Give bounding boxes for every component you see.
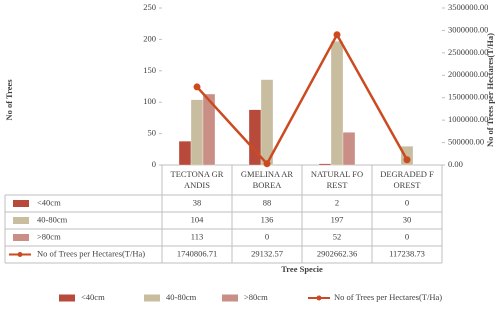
category-cell: DEGRADED FOREST [380,169,434,190]
bar [202,93,216,166]
category-cell: NATURAL FOREST [310,169,364,190]
y2-tick-label: 3500000.00 [448,2,488,12]
table-cell: 2902662.36 [317,248,357,258]
category-cell: TECTONA GRANDIS [170,169,224,190]
table-cell: 197 [331,214,344,224]
bar [260,79,274,166]
table-cell: 117238.73 [389,248,425,258]
legend-key [316,295,322,301]
bar [178,140,192,166]
y2-tick-label: 500000.00 [448,137,484,147]
legend-key [144,294,160,302]
legend-label: 40-80cm [166,292,197,302]
bar [342,132,356,166]
table-legend-key [17,252,23,257]
y2-tick-label: 0.00 [448,159,463,169]
x-tick-label: NATURAL FOREST [310,169,364,190]
table-row-label: No of Trees per Hectares(T/Ha) [37,248,145,258]
table-cell: 0 [405,197,409,207]
bar [190,99,204,166]
y-tick-label: 250 [143,2,156,12]
x-axis-title: Tree Specie [281,264,323,274]
category-cell: GMELINA ARBOREA [240,169,294,190]
table-legend-key [13,234,29,241]
table-cell: 1740806.71 [177,248,217,258]
table-row-label: <40cm [37,197,61,207]
y2-tick-label: 1000000.00 [448,114,488,124]
table-cell: 0 [265,231,269,241]
line-marker [403,156,411,164]
table-cell: 88 [263,197,272,207]
x-tick-label: GMELINA ARBOREA [240,169,294,190]
table-cell: 0 [405,231,409,241]
table-row-label: >80cm [37,231,61,241]
line-marker [263,160,271,168]
table-cell: 2 [335,197,339,207]
line-series [196,32,409,166]
table-cell: 113 [191,231,203,241]
legend-key [59,294,75,302]
y2-tick-label: 2500000.00 [448,47,488,57]
legend-label: <40cm [81,292,105,302]
bar [318,163,332,166]
legend-label: No of Trees per Hectares(T/Ha) [334,292,442,302]
y-axis-title: No of Trees [4,79,14,121]
y-tick-label: 50 [148,128,157,138]
table-row-label: 40-80cm [37,214,68,224]
y-tick-label: 100 [143,96,156,106]
table-cell: 104 [191,214,205,224]
table-cell: 29132.57 [251,248,283,258]
table-cell: 38 [193,197,202,207]
x-tick-label: TECTONA GRANDIS [170,169,224,190]
y2-tick-label: 2000000.00 [448,69,488,79]
y-tick-label: 0 [152,159,156,169]
y2-axis-title: No of Trees per Hectares(T/Ha) [485,33,495,147]
table-cell: 52 [333,231,342,241]
table-legend-key [13,217,29,224]
table-legend-key [13,200,29,207]
line-marker [333,31,341,39]
y2-tick-label: 3000000.00 [448,24,488,34]
y2-tick-label: 1500000.00 [448,92,488,102]
x-tick-label: DEGRADED FOREST [380,169,434,190]
bar [330,41,344,166]
legend-label: >80cm [244,292,268,302]
legend-key [222,294,238,302]
table-cell: 136 [261,214,274,224]
table-cell: 30 [403,214,412,224]
y-tick-label: 150 [143,65,156,75]
y-tick-label: 200 [143,33,156,43]
line-marker [193,83,201,91]
